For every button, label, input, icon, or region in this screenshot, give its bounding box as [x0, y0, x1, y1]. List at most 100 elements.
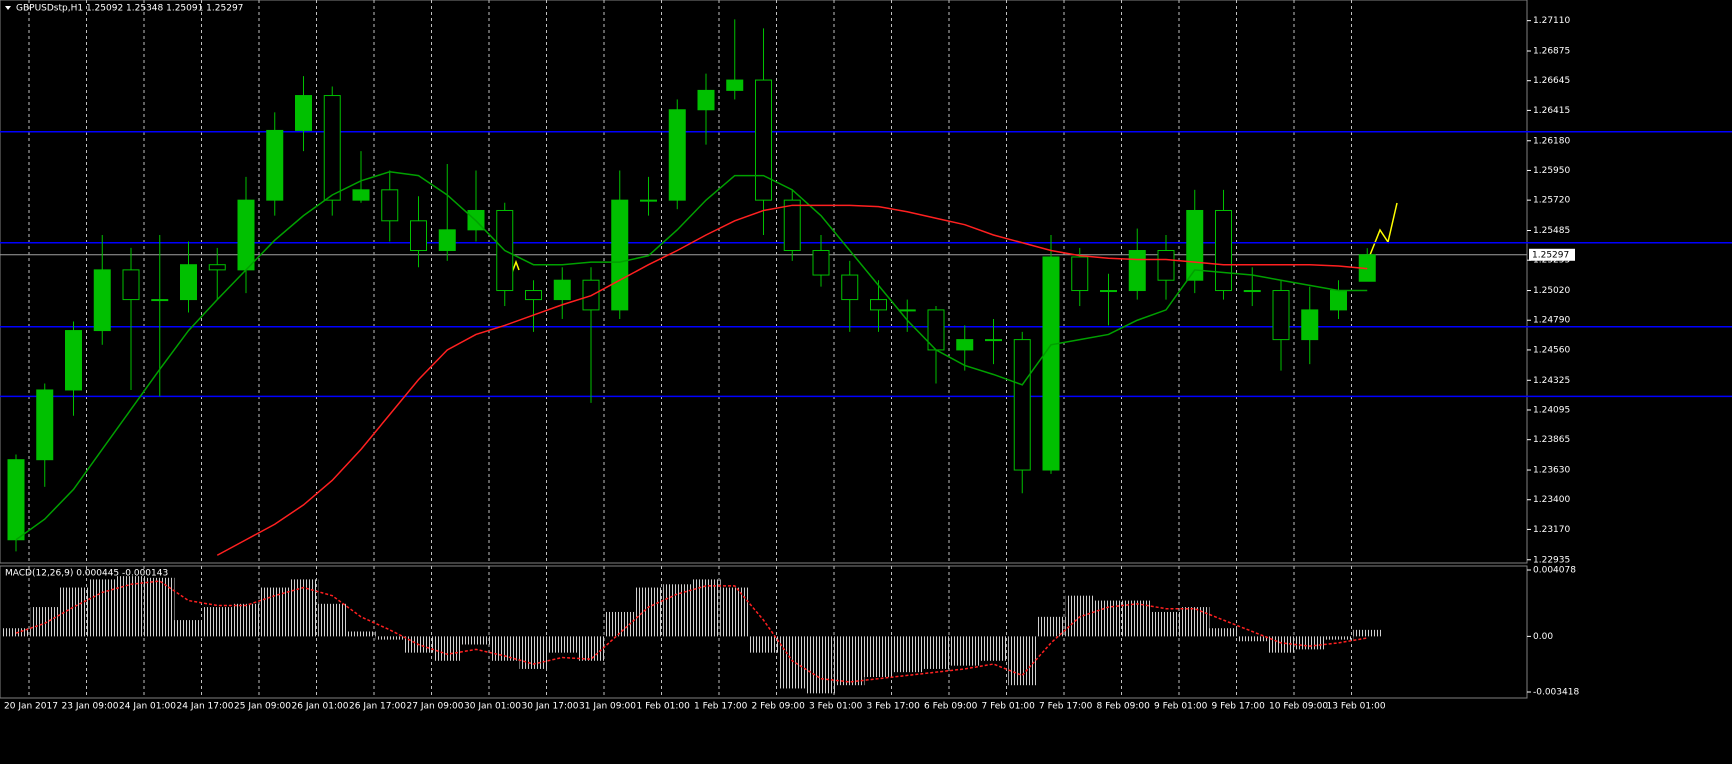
x-tick-label: 3 Feb 17:00	[867, 702, 921, 712]
x-tick-label: 8 Feb 09:00	[1097, 702, 1151, 712]
macd-bar	[433, 636, 462, 661]
y-tick-label: 1.23865	[1533, 435, 1570, 445]
title-arrow	[5, 6, 11, 10]
y-tick-label: 1.26875	[1533, 47, 1570, 57]
y-tick-label: 1.25020	[1533, 286, 1570, 296]
macd-bar	[232, 603, 261, 637]
x-tick-label: 20 Jan 2017	[4, 702, 58, 712]
macd-bar	[979, 636, 1009, 661]
y-tick-label: 1.24095	[1533, 405, 1570, 415]
candle-body	[697, 89, 715, 111]
x-tick-label: 7 Feb 01:00	[982, 702, 1036, 712]
candle-body	[1100, 290, 1117, 293]
macd-bar	[289, 579, 319, 637]
x-tick-label: 30 Jan 17:00	[522, 702, 579, 712]
macd-bar	[203, 607, 232, 637]
candle-body	[65, 330, 82, 391]
candle-body	[611, 199, 629, 311]
y-tick-label: -0.003418	[1533, 688, 1579, 698]
macd-bar	[1180, 607, 1210, 637]
candle-body	[1301, 309, 1319, 341]
candle-body	[898, 309, 916, 312]
x-tick-label: 6 Feb 09:00	[924, 702, 978, 712]
candle-body	[783, 199, 801, 252]
x-tick-label: 24 Jan 01:00	[119, 702, 176, 712]
x-tick-label: 31 Jan 09:00	[579, 702, 636, 712]
macd-bar	[1209, 628, 1239, 637]
candle-body	[668, 109, 686, 201]
candle-body	[956, 339, 974, 351]
candle-body	[1013, 339, 1031, 471]
macd-bar	[663, 584, 692, 637]
macd-bar	[1123, 600, 1152, 637]
candle-body	[93, 269, 111, 332]
x-tick-label: 1 Feb 01:00	[637, 702, 691, 712]
candle-body	[208, 264, 226, 271]
y-tick-label: 0.004078	[1533, 566, 1576, 576]
y-tick-label: 1.23400	[1533, 495, 1570, 505]
y-tick-label: 1.27110	[1533, 16, 1570, 26]
candle-body	[755, 79, 772, 201]
y-tick-label: 1.24325	[1533, 376, 1570, 386]
x-tick-label: 13 Feb 01:00	[1327, 702, 1386, 712]
candle-body	[812, 250, 830, 276]
moving-average	[216, 204, 1368, 556]
macd-bar	[749, 636, 779, 653]
macd-bar	[347, 631, 376, 637]
x-tick-label: 26 Jan 17:00	[349, 702, 406, 712]
last-price-box	[1529, 248, 1575, 261]
candle-body	[381, 189, 399, 222]
candle-body	[525, 290, 542, 301]
y-tick-label: 1.26180	[1533, 136, 1570, 146]
x-tick-label: 27 Jan 09:00	[407, 702, 464, 712]
macd-bar	[1238, 636, 1267, 642]
last-price-label: 1.25297	[1532, 250, 1569, 260]
x-tick-label: 9 Feb 01:00	[1154, 702, 1208, 712]
y-tick-label: 1.25720	[1533, 196, 1570, 206]
candle-body	[323, 95, 341, 201]
macd-bar	[1267, 636, 1296, 653]
x-tick-label: 10 Feb 09:00	[1269, 702, 1328, 712]
macd-bar	[864, 636, 894, 678]
candle-body	[410, 220, 427, 252]
macd-bar	[1295, 636, 1325, 650]
macd-bar	[375, 636, 405, 640]
macd-bar	[835, 636, 865, 686]
y-tick-label: 1.23630	[1533, 466, 1570, 476]
macd-bar	[577, 636, 606, 661]
candle-body	[122, 269, 140, 301]
candle-body	[36, 389, 54, 461]
macd-bar	[490, 636, 520, 661]
y-tick-label: 1.25485	[1533, 226, 1570, 236]
x-tick-label: 7 Feb 17:00	[1039, 702, 1093, 712]
macd-bar	[30, 607, 60, 637]
x-tick-label: 9 Feb 17:00	[1212, 702, 1266, 712]
y-tick-label: 1.25950	[1533, 166, 1570, 176]
macd-bar	[692, 579, 721, 637]
macd-bar	[778, 636, 807, 689]
macd-bar	[1008, 636, 1037, 686]
candle-body	[1128, 250, 1146, 292]
y-tick-label: 1.24560	[1533, 345, 1570, 355]
macd-bar	[1037, 616, 1066, 637]
candle-body	[1215, 209, 1232, 292]
x-tick-label: 23 Jan 09:00	[62, 702, 119, 712]
macd-bar	[893, 636, 922, 673]
macd-bar	[174, 620, 204, 637]
x-tick-label: 2 Feb 09:00	[752, 702, 806, 712]
candle-body	[640, 199, 657, 202]
macd-bar	[318, 603, 347, 637]
macd-bar	[88, 579, 117, 637]
candle-body	[295, 95, 312, 131]
candle-body	[1071, 256, 1089, 292]
candle-body	[237, 199, 255, 271]
candle-body	[1157, 250, 1175, 281]
moving-average	[15, 170, 1368, 541]
candle-body	[1243, 290, 1261, 293]
signal-line	[15, 580, 1368, 683]
macd-bar	[720, 587, 750, 637]
x-tick-label: 24 Jan 17:00	[177, 702, 234, 712]
macd-bar	[145, 577, 175, 637]
candle-body	[553, 279, 571, 301]
candle-body	[7, 459, 25, 541]
